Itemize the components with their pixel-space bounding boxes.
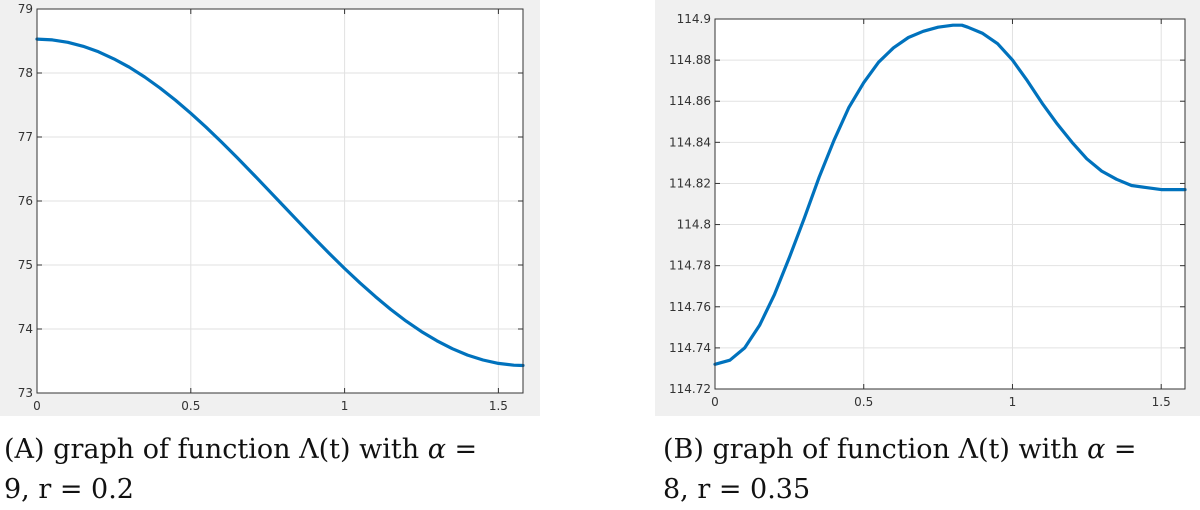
chart-b-ytick-label: 114.72 (669, 382, 711, 396)
chart-b-series-line (713, 23, 1187, 366)
chart-a: 0 0.5 1 1.5 73 74 75 76 77 78 79 (0, 0, 540, 416)
panel-b: 0 0.5 1 1.5 114.72 114.74 114.76 114.78 114.8 114… (655, 0, 1200, 510)
chart-a-xtick-label: 1 (341, 399, 349, 413)
caption-a-eq: = (445, 434, 478, 465)
caption-a-text2: with (350, 434, 428, 465)
chart-b-axes-area (715, 19, 1185, 389)
chart-b-xtick-label: 1 (1009, 395, 1017, 409)
chart-b-ytick-label: 114.9 (677, 12, 711, 26)
chart-b-ytick-label: 114.84 (669, 135, 711, 149)
chart-b-xtick-label: 1.5 (1152, 395, 1171, 409)
chart-b-xtick-label: 0 (711, 395, 719, 409)
chart-b-ytick-label: 114.76 (669, 300, 711, 314)
caption-b-func: Λ(t) (958, 434, 1010, 465)
chart-a-series-line (35, 37, 525, 368)
chart-b-ytick-label: 114.82 (669, 176, 711, 190)
chart-b: 0 0.5 1 1.5 114.72 114.74 114.76 114.78 114.8 114… (655, 0, 1200, 416)
caption-b-text1: graph of function (703, 434, 959, 465)
caption-a-text1: graph of function (44, 434, 300, 465)
chart-b-ytick-label: 114.78 (669, 259, 711, 273)
caption-b-line2: 8, r = 0.35 (663, 474, 811, 505)
caption-a-line2: 9, r = 0.2 (4, 474, 134, 505)
caption-a: (A) graph of function Λ(t) with α = 9, r… (4, 430, 544, 510)
caption-a-alpha: α (427, 434, 446, 465)
chart-b-ytick-label: 114.8 (677, 218, 711, 232)
chart-a-xtick-label: 0.5 (181, 399, 200, 413)
chart-a-ytick-label: 73 (18, 386, 33, 400)
chart-a-ytick-label: 75 (18, 258, 33, 272)
caption-b-alpha: α (1087, 434, 1106, 465)
caption-b-text2: with (1009, 434, 1088, 465)
panel-a: 0 0.5 1 1.5 73 74 75 76 77 78 79 (A) graph of func… (0, 0, 545, 510)
chart-b-ytick-label: 114.88 (669, 53, 711, 67)
caption-a-label: (A) (4, 434, 45, 465)
chart-a-ytick-label: 74 (18, 322, 33, 336)
caption-b: (B) graph of function Λ(t) with α = 8, r… (663, 430, 1200, 510)
chart-b-ytick-label: 114.74 (669, 341, 711, 355)
chart-a-xtick-label: 1.5 (489, 399, 508, 413)
chart-b-xtick-label: 0.5 (854, 395, 873, 409)
chart-b-ytick-label: 114.86 (669, 94, 711, 108)
chart-a-xtick-label: 0 (33, 399, 41, 413)
caption-b-eq: = (1105, 434, 1137, 465)
chart-b-axes-frame (714, 18, 1186, 390)
caption-b-label: (B) (663, 434, 704, 465)
chart-a-ytick-label: 78 (18, 66, 33, 80)
caption-a-func: Λ(t) (299, 434, 351, 465)
chart-a-axes-frame (36, 8, 524, 394)
chart-a-ytick-label: 76 (18, 194, 33, 208)
chart-a-ytick-label: 77 (18, 130, 33, 144)
chart-a-ytick-label: 79 (18, 2, 33, 16)
